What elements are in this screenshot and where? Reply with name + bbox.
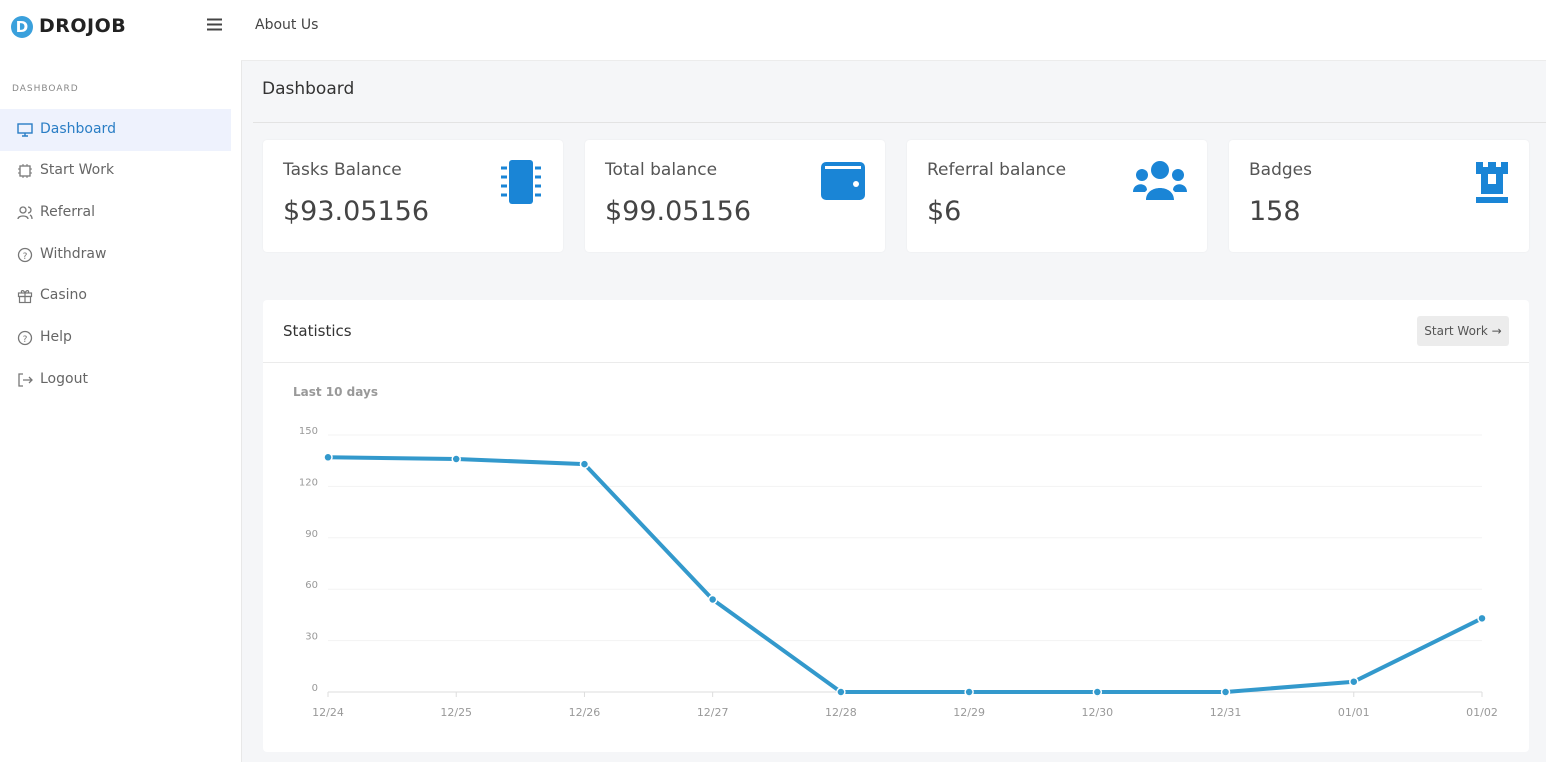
point (579, 459, 590, 469)
icon: ? (17, 330, 33, 346)
nav-label: Dashboard (40, 121, 116, 137)
x-tick-label: 12/28 (825, 706, 857, 719)
page-title: Dashboard (262, 79, 355, 99)
x-tick-label: 12/26 (569, 706, 601, 719)
nav-link[interactable]: About Us (255, 17, 319, 33)
y-tick-label: 30 (305, 632, 318, 643)
point (1477, 613, 1487, 624)
card-value: $99.05156 (605, 196, 752, 227)
svg-text:D: D (16, 18, 28, 36)
button-label: Start Work (1424, 324, 1488, 338)
nav-label: Help (40, 329, 72, 345)
card-icon (1133, 161, 1187, 200)
card-value: 158 (1249, 196, 1301, 227)
stat-card: Tasks Balance $93.05156 (263, 140, 563, 252)
chart-title: Last 10 days (293, 385, 378, 399)
point (1349, 676, 1359, 687)
nav-label: Casino (40, 287, 87, 303)
icon (17, 123, 33, 137)
point (1220, 687, 1231, 697)
nav-label: Withdraw (40, 246, 107, 262)
y-tick-label: 0 (312, 683, 318, 694)
nav-item[interactable]: Dashboard (0, 109, 231, 151)
y-tick-label: 150 (299, 426, 318, 437)
y-tick-label: 120 (299, 477, 318, 488)
stat-card: Badges 158 (1229, 140, 1529, 252)
card-title: Badges (1249, 160, 1312, 180)
nav-item[interactable]: Start Work (0, 150, 231, 192)
sidebar: D DROJOB DASHBOARD Dashboard Start Work … (0, 0, 242, 762)
x-tick-label: 12/24 (312, 706, 344, 719)
start-work-button[interactable]: Start Work → (1417, 316, 1509, 346)
point (707, 594, 718, 605)
statistics-card: Statistics Start Work → Last 10 days 0 30… (263, 300, 1529, 752)
y-tick-label: 90 (305, 529, 318, 540)
divider (253, 122, 1546, 123)
nav-item[interactable]: Casino (0, 275, 231, 317)
x-tick-label: 12/31 (1210, 706, 1242, 719)
menu-toggle[interactable] (207, 18, 222, 31)
nav-label: Referral (40, 204, 95, 220)
card-title: Tasks Balance (283, 160, 402, 180)
card-title: Total balance (605, 160, 718, 180)
stat-card: Total balance $99.05156 (585, 140, 885, 252)
chart: Last 10 days 0 30 60 90 120 150 12/24 12/25 12/2… (293, 385, 1498, 719)
svg-text:?: ? (23, 335, 28, 345)
x-tick-label: 12/27 (697, 706, 729, 719)
card-icon (501, 160, 541, 204)
x-tick-label: 01/01 (1338, 706, 1370, 719)
card-title: Referral balance (927, 160, 1067, 180)
point (323, 452, 333, 463)
card-icon (1476, 162, 1508, 203)
nav-label: Logout (40, 371, 88, 387)
divider (263, 362, 1529, 363)
nav-item[interactable]: ? Withdraw (0, 234, 231, 276)
nav-item[interactable]: ? Help (0, 317, 231, 359)
brand: DROJOB (39, 15, 127, 37)
section-label: DASHBOARD (12, 84, 79, 94)
stat-card: Referral balance $6 (907, 140, 1207, 252)
card-icon (821, 162, 865, 200)
card-value: $6 (927, 196, 962, 227)
icon (17, 290, 33, 304)
point (964, 687, 974, 697)
x-tick-label: 12/25 (440, 706, 472, 719)
line (327, 455, 1483, 694)
x-tick-label: 12/29 (953, 706, 985, 719)
point (451, 454, 461, 464)
top-bar: About Us (241, 0, 1546, 61)
icon (18, 373, 33, 387)
card-value: $93.05156 (283, 196, 430, 227)
x-tick-label: 12/30 (1081, 706, 1113, 719)
point (836, 687, 846, 697)
svg-text:?: ? (23, 252, 28, 262)
point (1092, 687, 1103, 697)
x-tick-label: 01/02 (1466, 706, 1498, 719)
nav-item[interactable]: Logout (0, 359, 231, 401)
icon: ? (17, 247, 33, 263)
icon (17, 206, 33, 220)
y-tick-label: 60 (305, 580, 318, 591)
nav-label: Start Work (40, 162, 115, 178)
logo-icon: D (11, 16, 33, 38)
card-title: Statistics (283, 322, 352, 340)
nav-item[interactable]: Referral (0, 192, 231, 234)
icon (18, 164, 32, 178)
